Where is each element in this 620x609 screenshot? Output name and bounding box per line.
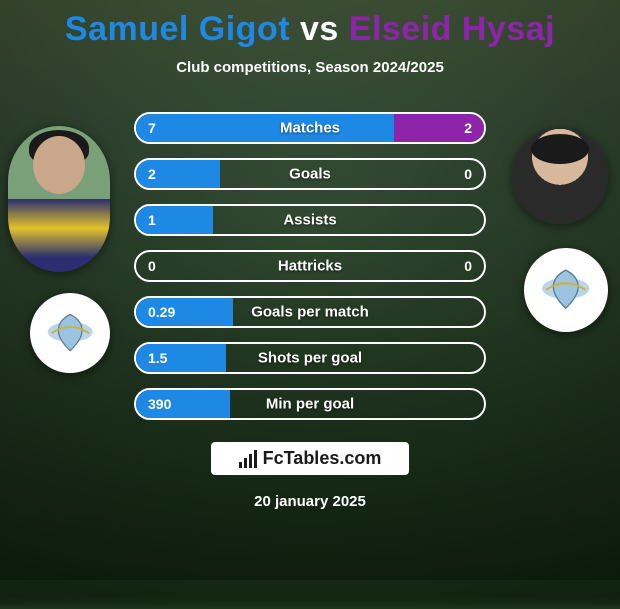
stat-value-player1: 0.29: [136, 304, 187, 320]
club-crest-icon: [39, 302, 101, 364]
site-logo-text: FcTables.com: [263, 448, 382, 469]
stat-bar-player1: [136, 114, 394, 142]
footer-date: 20 january 2025: [254, 493, 366, 510]
player2-club-badge: [524, 248, 608, 332]
stat-label: Shots per goal: [258, 350, 362, 367]
stat-value-player1: 1.5: [136, 350, 179, 366]
title-player1: Samuel Gigot: [65, 10, 290, 48]
stat-label: Matches: [280, 120, 340, 137]
site-logo: FcTables.com: [211, 442, 410, 475]
stat-row: 0.29 Goals per match: [134, 296, 486, 328]
stat-label: Goals: [289, 166, 331, 183]
stat-value-player2: 0: [452, 258, 484, 274]
stat-value-player1: 2: [136, 166, 168, 182]
stat-row: 2 0 Goals: [134, 158, 486, 190]
stat-value-player1: 7: [136, 120, 168, 136]
stat-row: 1.5 Shots per goal: [134, 342, 486, 374]
subtitle: Club competitions, Season 2024/2025: [176, 59, 444, 76]
title-vs: vs: [300, 10, 339, 48]
stat-label: Min per goal: [266, 396, 354, 413]
stat-value-player2: 0: [452, 166, 484, 182]
title-player2: Elseid Hysaj: [349, 10, 555, 48]
stat-row: 390 Min per goal: [134, 388, 486, 420]
club-crest-icon: [533, 257, 599, 323]
stat-value-player1: 1: [136, 212, 168, 228]
stat-row: 0 0 Hattricks: [134, 250, 486, 282]
stat-value-player2: 2: [452, 120, 484, 136]
stat-row: 7 2 Matches: [134, 112, 486, 144]
stat-row: 1 Assists: [134, 204, 486, 236]
stat-label: Goals per match: [251, 304, 369, 321]
stats-panel: 7 2 Matches 2 0 Goals 1 Assists 0 0 Hattricks 0.29 G…: [134, 112, 486, 420]
bars-icon: [239, 450, 257, 468]
player1-club-badge: [30, 293, 110, 373]
stat-label: Assists: [283, 212, 336, 229]
content: Samuel Gigot vs Elseid Hysaj Club compet…: [0, 0, 620, 580]
stat-label: Hattricks: [278, 258, 342, 275]
player2-avatar: [512, 128, 608, 224]
player1-avatar: [8, 126, 110, 272]
stat-value-player1: 390: [136, 396, 183, 412]
page-title: Samuel Gigot vs Elseid Hysaj: [65, 10, 555, 49]
stat-value-player1: 0: [136, 258, 168, 274]
